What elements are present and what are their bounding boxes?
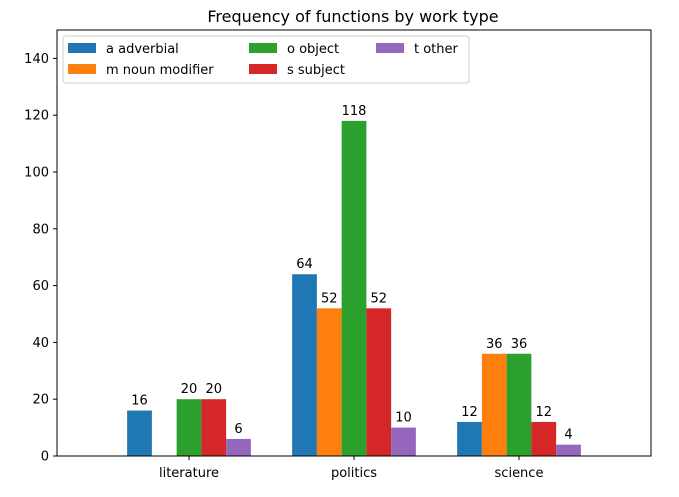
- bar-science-0: [457, 421, 482, 456]
- y-tick-label: 120: [24, 109, 49, 124]
- bar-politics-0: [292, 274, 317, 456]
- y-tick-label: 0: [41, 450, 49, 465]
- bar-literature-3: [201, 399, 227, 456]
- axes: 0 20 40 60 80 100 120 140 literature politics scie…: [24, 29, 652, 481]
- legend-swatch: [249, 43, 277, 53]
- legend-label: o object: [287, 42, 339, 57]
- bar-science-2: [506, 353, 532, 456]
- legend-label: m noun modifier: [106, 63, 214, 78]
- y-tick-label: 40: [32, 336, 49, 351]
- y-tick-label: 60: [32, 279, 49, 294]
- legend-swatch: [68, 64, 96, 74]
- bar-value-label: 20: [181, 382, 198, 397]
- bar-value-label: 10: [395, 411, 412, 426]
- bar-value-label: 12: [461, 405, 478, 420]
- bar-politics-3: [366, 308, 392, 456]
- bar-politics-2: [341, 120, 367, 456]
- legend-swatch: [68, 43, 96, 53]
- bar-literature-0: [127, 410, 152, 456]
- bar-value-label: 52: [321, 291, 338, 306]
- bar-value-label: 118: [342, 104, 367, 119]
- x-tick-label-politics: politics: [331, 466, 377, 481]
- bar-value-label: 20: [205, 382, 222, 397]
- y-tick-label: 100: [24, 166, 49, 181]
- y-tick-label: 80: [32, 222, 49, 237]
- bar-science-1: [481, 353, 507, 456]
- x-tick-label-science: science: [495, 466, 544, 481]
- bar-value-label: 64: [296, 257, 313, 272]
- bar-value-label: 6: [234, 422, 242, 437]
- legend-label: s subject: [287, 63, 345, 78]
- bar-politics-4: [391, 427, 416, 456]
- bar-value-label: 52: [370, 291, 387, 306]
- bar-science-4: [556, 444, 581, 456]
- legend-swatch: [249, 64, 277, 74]
- legend-label: a adverbial: [106, 42, 179, 57]
- bar-science-3: [531, 421, 557, 456]
- bar-value-label: 12: [535, 405, 552, 420]
- legend-swatch: [376, 43, 404, 53]
- legend-label: t other: [414, 42, 459, 57]
- y-tick-label: 140: [24, 52, 49, 67]
- bar-value-label: 36: [486, 337, 503, 352]
- legend: a adverbial m noun modifier o object s subj…: [62, 35, 470, 84]
- x-tick-label-literature: literature: [159, 466, 219, 481]
- bar-literature-4: [226, 438, 251, 456]
- bar-value-label: 4: [564, 428, 572, 443]
- bar-literature-2: [176, 399, 202, 456]
- legend-box: [62, 35, 470, 84]
- y-tick-label: 20: [32, 393, 49, 408]
- bar-politics-1: [316, 308, 342, 456]
- bar-value-label: 16: [131, 394, 148, 409]
- bar-value-labels: 16 64 12 52 36 20 118 36 20 52 12 6 10 4: [131, 104, 572, 443]
- bar-value-label: 36: [511, 337, 528, 352]
- chart-title: Frequency of functions by work type: [207, 7, 498, 26]
- bars-layer: [127, 120, 581, 456]
